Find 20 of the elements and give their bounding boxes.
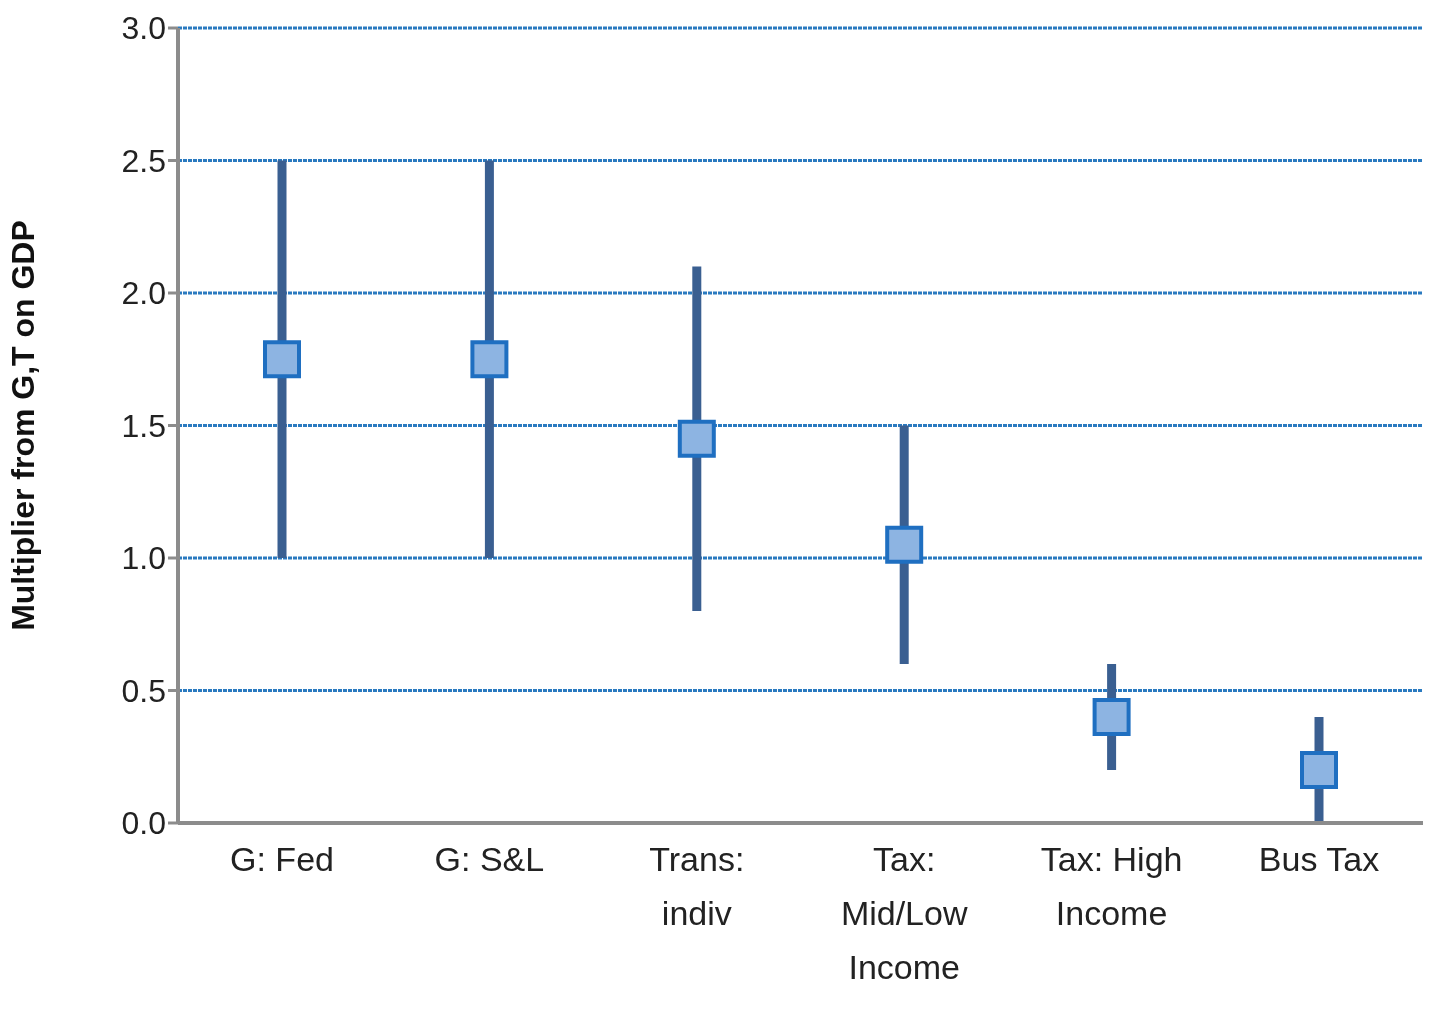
point <box>263 340 301 379</box>
y-tick-label: 0.0 <box>121 805 166 842</box>
x-tick-label: Tax: Mid/Low Income <box>840 840 968 986</box>
x-tick-label: G: S&L <box>434 840 545 878</box>
x-tick-label: Bus Tax <box>1258 840 1380 878</box>
y-axis-title: Multiplier from G,T on GDP <box>5 220 42 631</box>
y-tick-label: 1.0 <box>121 540 166 577</box>
point <box>470 340 509 379</box>
y-tick-label: 2.0 <box>121 275 166 312</box>
y-tick-label: 0.5 <box>121 672 166 709</box>
y-tick-label: 3.0 <box>121 10 166 47</box>
x-tick-label: Trans: indiv <box>649 840 745 932</box>
x-tick-label: Tax: High Income <box>1040 840 1183 932</box>
y-tick-label: 1.5 <box>121 407 166 444</box>
point <box>1092 698 1131 736</box>
point <box>885 525 924 564</box>
point <box>1300 751 1338 789</box>
point <box>677 419 716 458</box>
x-tick-label: G: Fed <box>230 840 334 878</box>
y-tick-label: 2.5 <box>121 142 166 179</box>
